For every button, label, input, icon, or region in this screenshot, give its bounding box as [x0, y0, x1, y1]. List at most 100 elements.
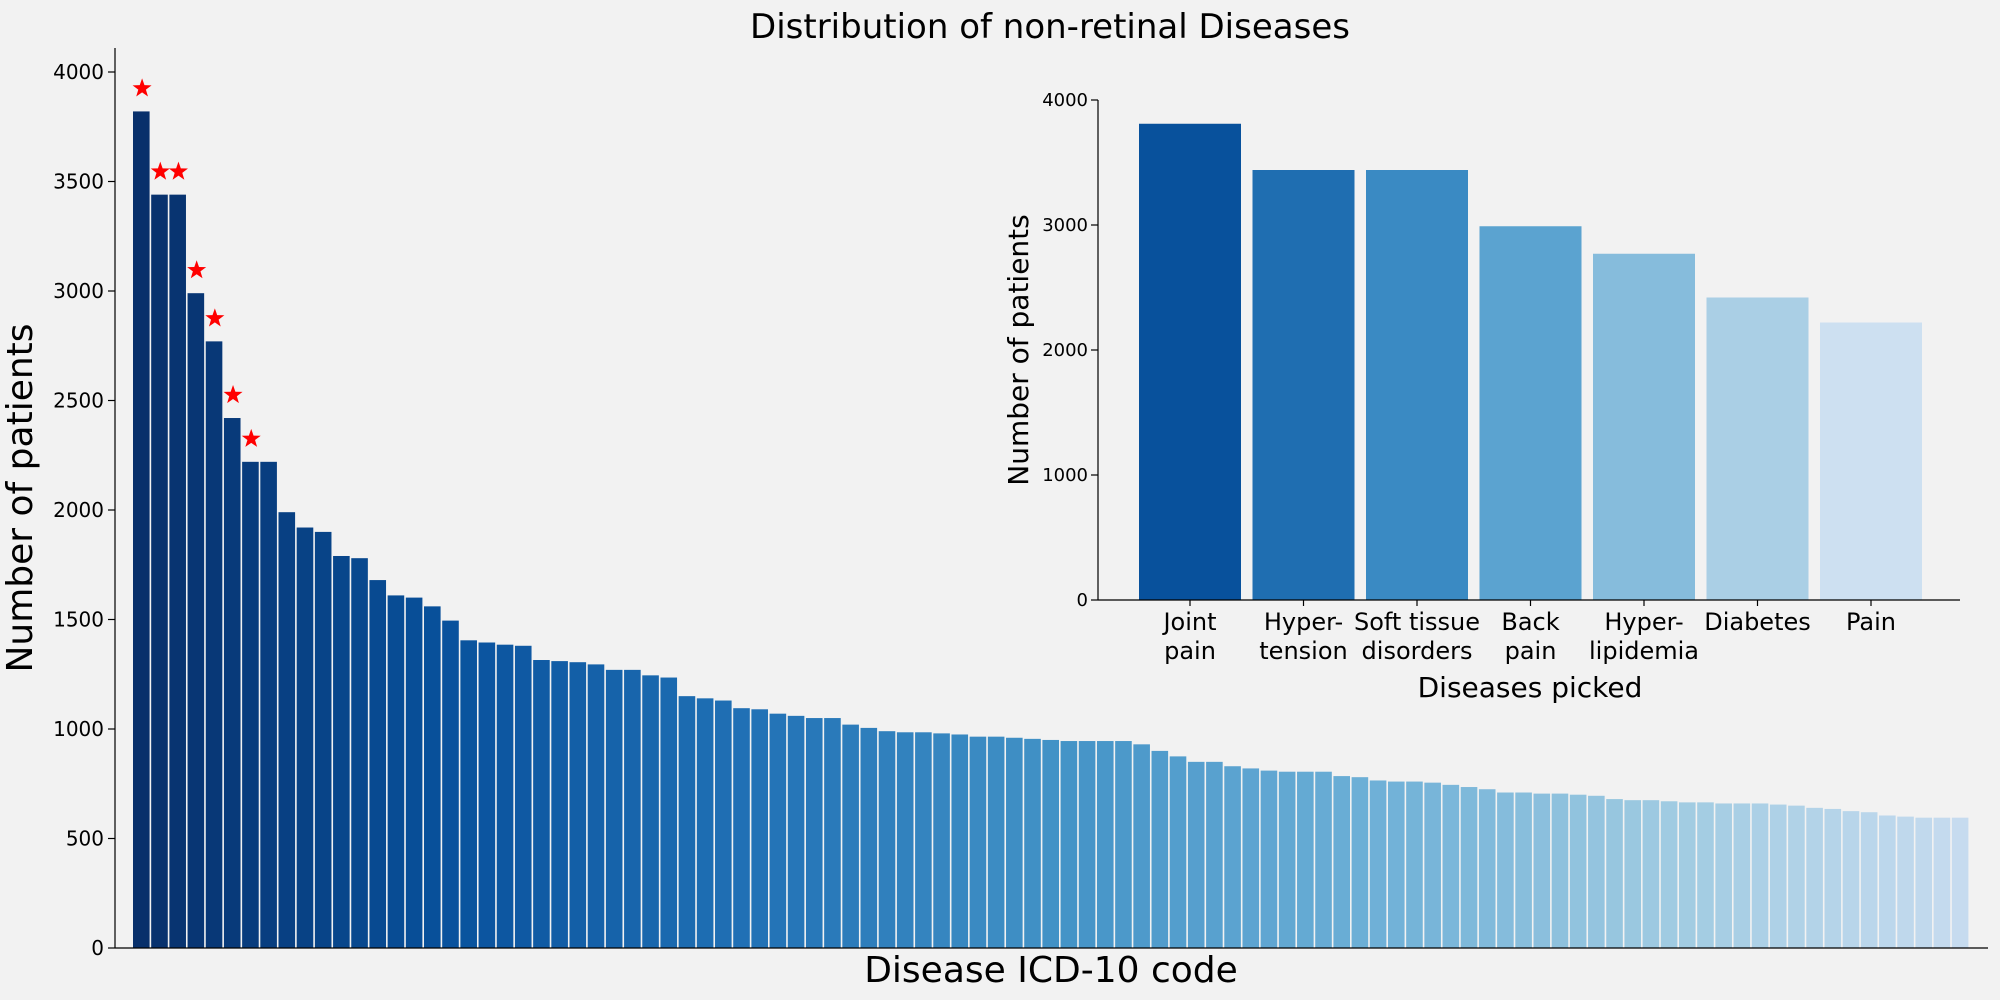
main-bar: [1551, 793, 1569, 948]
main-bar: [1951, 817, 1969, 948]
inset-category-label: Pain: [1846, 608, 1896, 636]
main-y-tick-label: 0: [91, 936, 104, 960]
main-bar: [296, 527, 314, 948]
main-bar: [1133, 744, 1150, 948]
inset-y-axis-label: Number of patients: [1002, 214, 1035, 486]
inset-bar: [1479, 226, 1582, 600]
main-bar: [1096, 741, 1114, 948]
main-bar: [569, 662, 587, 948]
main-bar: [1115, 741, 1132, 948]
highlight-star: [168, 161, 188, 180]
highlight-stars: [132, 78, 261, 447]
main-bar: [1478, 789, 1496, 948]
main-y-tick-label: 2000: [53, 498, 104, 522]
main-bar: [278, 512, 296, 948]
inset-bar: [1366, 170, 1468, 600]
main-bar: [496, 644, 514, 948]
main-y-tick-label: 500: [66, 827, 104, 851]
main-bar: [405, 597, 423, 948]
main-bar: [169, 194, 186, 948]
main-y-tick-label: 2500: [53, 389, 104, 413]
main-bar: [733, 708, 750, 948]
main-bar: [1788, 805, 1805, 948]
main-bar: [1806, 807, 1823, 948]
main-bar: [333, 555, 350, 948]
main-bar: [1842, 811, 1860, 949]
main-bar: [478, 642, 496, 948]
inset-bars: [1139, 123, 1922, 600]
main-bar: [1860, 812, 1878, 948]
main-bar: [1606, 799, 1623, 948]
main-bar: [1042, 739, 1059, 948]
main-y-tick-label: 4000: [53, 60, 104, 84]
main-bar: [1533, 793, 1551, 948]
main-y-tick-label: 1000: [53, 717, 104, 741]
main-bar: [1169, 756, 1187, 949]
main-y-tick-label: 1500: [53, 608, 104, 632]
main-bar: [533, 660, 550, 948]
main-bar: [351, 558, 368, 948]
main-bar: [1006, 737, 1023, 948]
main-bar: [842, 724, 859, 948]
main-bar: [951, 734, 969, 948]
main-y-axis-label: Number of patients: [0, 323, 41, 672]
main-bar: [223, 418, 241, 948]
main-bar: [805, 718, 823, 948]
main-bar: [460, 640, 477, 948]
main-bar: [1333, 776, 1351, 948]
main-bar: [314, 531, 332, 948]
main-bar: [1879, 815, 1896, 948]
main-bar: [1060, 741, 1078, 948]
inset-bar: [1706, 297, 1809, 600]
main-bars: [133, 111, 1969, 949]
inset-y-tick-label: 2000: [1042, 340, 1088, 361]
main-bar: [1351, 777, 1369, 948]
inset-y-tick-label: 1000: [1042, 465, 1088, 486]
main-bar: [1297, 771, 1314, 948]
main-bar: [824, 718, 841, 948]
highlight-star: [223, 385, 243, 404]
main-bar: [1224, 766, 1241, 948]
main-bar: [205, 341, 223, 948]
inset-bar: [1252, 170, 1355, 600]
main-bar: [1515, 792, 1532, 948]
main-bar: [1915, 817, 1933, 948]
main-bar: [1697, 802, 1714, 948]
main-bar: [915, 732, 932, 948]
inset-category-label: Diabetes: [1704, 608, 1811, 636]
main-bar: [587, 664, 605, 948]
main-bar: [551, 661, 568, 948]
main-x-axis-label: Disease ICD-10 code: [864, 950, 1238, 991]
main-bar: [1660, 801, 1678, 948]
highlight-star: [241, 428, 261, 447]
main-bar: [387, 595, 405, 948]
main-bar: [1933, 817, 1951, 948]
main-bar: [1387, 781, 1405, 948]
main-y-tick-label: 3500: [53, 170, 104, 194]
main-bar: [1078, 741, 1096, 948]
main-bar: [1769, 804, 1787, 948]
main-bar: [642, 675, 659, 948]
main-bar: [860, 727, 878, 948]
inset-bar: [1139, 123, 1241, 600]
chart-title: Distribution of non-retinal Diseases: [750, 7, 1350, 47]
main-bar: [1824, 808, 1842, 948]
main-bar: [1187, 761, 1205, 948]
main-bar: [696, 698, 714, 948]
inset-category-label: Hyper-lipidemia: [1589, 608, 1699, 665]
inset-category-label: Hyper-tension: [1259, 608, 1347, 665]
main-bar: [1369, 780, 1387, 948]
main-bar: [787, 715, 805, 948]
main-y-tick-label: 3000: [53, 279, 104, 303]
main-bar: [242, 461, 259, 948]
main-bar: [1497, 792, 1514, 948]
inset-category-label: Back pain: [1501, 608, 1559, 665]
main-bar: [660, 677, 678, 948]
main-bar: [896, 732, 914, 948]
main-bar: [1715, 803, 1732, 948]
inset-category-label: Soft tissue disorders: [1354, 608, 1480, 665]
main-bar: [1242, 768, 1260, 948]
main-bar: [605, 669, 623, 948]
